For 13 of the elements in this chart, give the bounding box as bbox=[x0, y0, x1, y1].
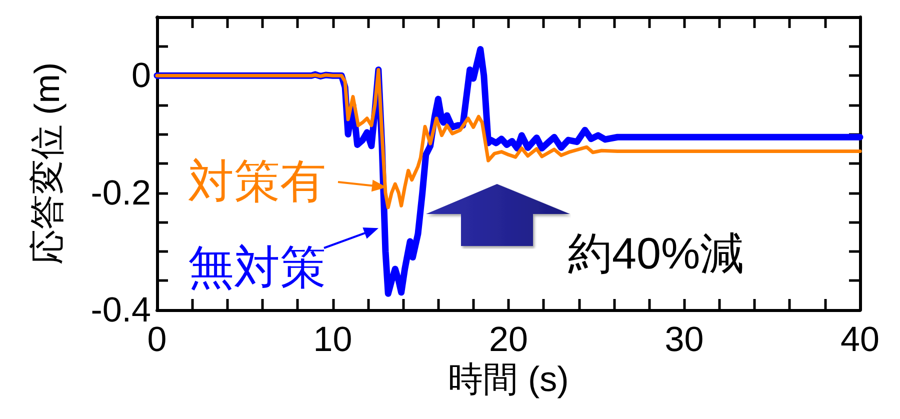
legend-label: 無対策 bbox=[188, 241, 326, 293]
x-tick-label: 20 bbox=[489, 320, 528, 359]
line-series bbox=[155, 68, 862, 210]
annotation: 約40%減 bbox=[568, 230, 744, 278]
x-tick-label: 30 bbox=[664, 320, 704, 359]
y-tick-label: -0.2 bbox=[90, 173, 151, 212]
x-tick-label: 40 bbox=[840, 320, 880, 359]
x-axis-title: 時間 (s) bbox=[448, 360, 569, 399]
y-axis-title: 応答変位 (m) bbox=[28, 62, 67, 265]
y-tick-label: 0 bbox=[132, 56, 151, 96]
x-tick-label: 10 bbox=[313, 320, 352, 359]
y-tick-label: -0.4 bbox=[90, 290, 151, 330]
legend-label: 対策有 bbox=[188, 155, 326, 207]
